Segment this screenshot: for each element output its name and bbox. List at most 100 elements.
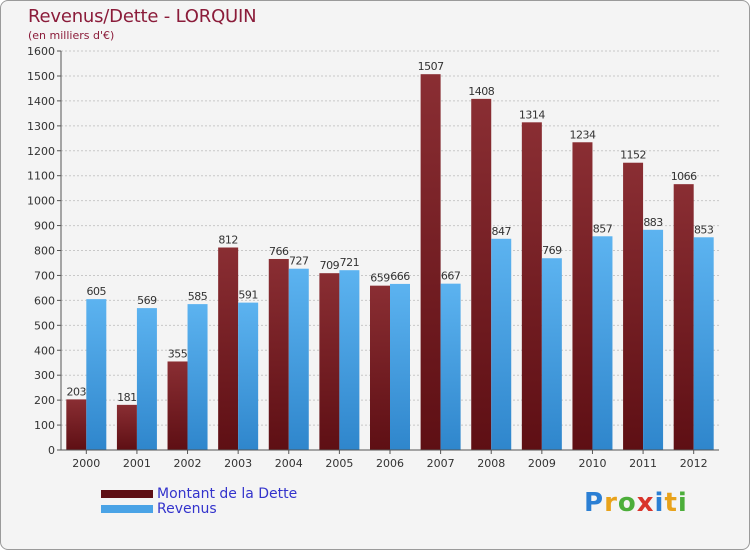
bar-debt-2012 <box>673 184 694 450</box>
logo-letter-2: o <box>617 488 637 518</box>
bar-debt-2006 <box>370 285 390 450</box>
legend-label-revenus: Revenus <box>157 501 217 517</box>
logo-letter-6: i <box>677 488 688 518</box>
ytick-label-700: 700 <box>34 269 55 282</box>
data-label-debt-2001: 181 <box>117 391 137 404</box>
bar-debt-2002 <box>167 361 188 450</box>
bar-debt-2009 <box>521 122 542 450</box>
data-label-revenus-2004: 727 <box>289 255 309 268</box>
logo-letter-0: P <box>584 488 605 518</box>
logo-letter-1: r <box>604 488 618 518</box>
xtick-label-2009: 2009 <box>528 457 556 470</box>
xtick-label-2007: 2007 <box>427 457 455 470</box>
data-label-debt-2010: 1234 <box>569 128 595 141</box>
data-label-debt-2000: 203 <box>67 385 87 398</box>
xtick-label-2003: 2003 <box>224 457 252 470</box>
data-label-debt-2005: 709 <box>320 259 340 272</box>
data-label-debt-2006: 659 <box>370 272 390 285</box>
bar-revenus-2006 <box>390 283 410 450</box>
ytick-label-0: 0 <box>48 444 55 457</box>
bar-debt-2007 <box>420 74 441 451</box>
data-label-revenus-2009: 769 <box>542 244 562 257</box>
bar-debt-2005 <box>319 273 340 450</box>
chart-subtitle: (en milliers d'€) <box>28 29 115 42</box>
data-label-revenus-2001: 569 <box>137 294 157 307</box>
ytick-label-1100: 1100 <box>27 170 55 183</box>
data-label-debt-2008: 1408 <box>468 85 494 98</box>
ytick-label-800: 800 <box>34 245 55 258</box>
bar-debt-2003 <box>218 247 239 450</box>
ytick-label-1200: 1200 <box>27 145 55 158</box>
data-label-revenus-2006: 666 <box>390 270 410 283</box>
ytick-label-500: 500 <box>34 319 55 332</box>
ytick-label-100: 100 <box>34 419 55 432</box>
bar-debt-2001 <box>116 404 137 450</box>
xtick-label-2008: 2008 <box>477 457 505 470</box>
bar-debt-2011 <box>623 162 644 450</box>
chart-title: Revenus/Dette - LORQUIN <box>28 6 257 27</box>
ytick-label-600: 600 <box>34 294 55 307</box>
bar-revenus-2001 <box>136 308 157 450</box>
data-label-debt-2003: 812 <box>218 234 238 247</box>
xtick-label-2004: 2004 <box>275 457 303 470</box>
data-label-revenus-2012: 853 <box>694 223 714 236</box>
bar-revenus-2005 <box>339 270 360 450</box>
data-label-revenus-2003: 591 <box>238 289 258 302</box>
ytick-label-1300: 1300 <box>27 120 55 133</box>
bar-revenus-2009 <box>541 258 562 450</box>
bar-debt-2004 <box>268 258 289 450</box>
bar-revenus-2007 <box>440 283 461 450</box>
logo-letter-5: t <box>664 488 678 518</box>
bar-revenus-2003 <box>238 302 259 450</box>
xtick-label-2012: 2012 <box>680 457 708 470</box>
data-label-debt-2009: 1314 <box>519 108 545 121</box>
bar-revenus-2011 <box>643 229 664 450</box>
data-label-debt-2004: 766 <box>269 245 289 258</box>
xtick-label-2000: 2000 <box>72 457 100 470</box>
bar-debt-2010 <box>572 142 593 451</box>
xtick-label-2005: 2005 <box>325 457 353 470</box>
data-label-revenus-2007: 667 <box>441 270 461 283</box>
legend-label-debt: Montant de la Dette <box>157 486 298 502</box>
data-label-revenus-2010: 857 <box>593 222 613 235</box>
xtick-label-2001: 2001 <box>123 457 151 470</box>
ytick-label-1500: 1500 <box>27 70 55 83</box>
data-label-revenus-2000: 605 <box>87 285 107 298</box>
bar-debt-2008 <box>471 98 492 450</box>
bar-revenus-2010 <box>592 236 613 450</box>
ytick-label-300: 300 <box>34 369 55 382</box>
data-label-debt-2002: 355 <box>168 347 188 360</box>
logo-letter-4: i <box>654 488 665 518</box>
ytick-label-1600: 1600 <box>27 45 55 58</box>
ytick-label-1400: 1400 <box>27 95 55 108</box>
xtick-label-2011: 2011 <box>629 457 657 470</box>
ytick-label-400: 400 <box>34 344 55 357</box>
legend-swatch-revenus <box>101 505 153 513</box>
ytick-label-1000: 1000 <box>27 195 55 208</box>
xtick-label-2010: 2010 <box>578 457 606 470</box>
xtick-label-2002: 2002 <box>174 457 202 470</box>
bar-revenus-2000 <box>86 299 107 450</box>
bar-debt-2000 <box>66 399 87 450</box>
data-label-debt-2007: 1507 <box>418 60 444 73</box>
data-label-revenus-2011: 883 <box>643 216 663 229</box>
data-label-revenus-2005: 721 <box>340 256 360 269</box>
data-label-revenus-2008: 847 <box>491 225 511 238</box>
bar-revenus-2008 <box>491 238 512 450</box>
proxiti-logo: Proxiti <box>584 488 688 518</box>
bar-revenus-2012 <box>693 237 714 450</box>
legend-swatch-debt <box>101 490 153 498</box>
xtick-label-2006: 2006 <box>376 457 404 470</box>
bar-revenus-2004 <box>288 268 309 450</box>
logo-letter-3: x <box>636 488 655 518</box>
data-label-debt-2012: 1066 <box>671 170 697 183</box>
bar-revenus-2002 <box>187 304 208 450</box>
ytick-label-900: 900 <box>34 220 55 233</box>
data-label-revenus-2002: 585 <box>188 290 208 303</box>
data-label-debt-2011: 1152 <box>620 149 646 162</box>
ytick-label-200: 200 <box>34 394 55 407</box>
axis-layer: 0 100 200 300 400 500 600 700 800 900 1000 1100 1200… <box>27 45 719 470</box>
